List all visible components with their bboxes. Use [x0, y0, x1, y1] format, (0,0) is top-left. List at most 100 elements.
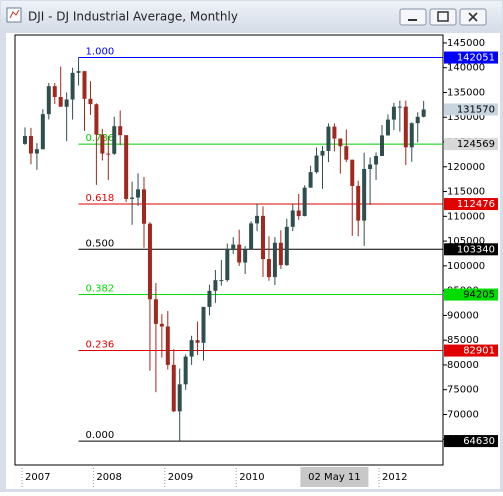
candle-body [207, 290, 212, 307]
fib-ratio-label: 0.236 [86, 340, 115, 351]
candle-body [385, 119, 390, 136]
price-label: 103340 [457, 244, 495, 255]
candle-body [308, 172, 313, 188]
candle-body [136, 189, 141, 198]
price-label: 124569 [457, 139, 495, 150]
minimize-button[interactable] [399, 8, 427, 26]
candle-body [82, 71, 87, 99]
candle-body [249, 223, 254, 250]
candle-body [177, 384, 182, 412]
candle-body [124, 135, 129, 199]
y-tick-label: 90000 [447, 310, 479, 321]
candle-body [23, 135, 27, 144]
candle-body [380, 135, 384, 156]
price-label-box [444, 243, 498, 256]
candle-body [88, 98, 93, 105]
candle-body [272, 242, 277, 278]
candle-body [421, 109, 426, 117]
window-title: DJI - DJ Industrial Average, Monthly [28, 10, 238, 24]
x-tick-label: 2008 [96, 472, 121, 483]
y-tick-label: 75000 [447, 385, 479, 396]
x-tick-label: 2007 [25, 472, 50, 483]
candle-body [374, 155, 379, 165]
candle-body [255, 215, 260, 224]
candle-body [147, 223, 152, 300]
candle-body [100, 134, 105, 154]
candle-body [284, 226, 289, 266]
fib-ratio-label: 0.618 [86, 193, 115, 204]
candle-body [344, 146, 349, 160]
crosshair-date-box [300, 467, 369, 487]
candle-body [237, 244, 242, 263]
candle-body [231, 244, 236, 249]
y-tick-label: 105000 [447, 236, 485, 247]
candle-body [213, 280, 218, 291]
candle-body [332, 126, 337, 139]
candle-body [130, 197, 135, 199]
price-label-box [444, 138, 498, 151]
candle-body [391, 106, 396, 120]
candle-body [261, 215, 265, 260]
y-tick-label: 140000 [447, 63, 485, 74]
candle-body [165, 326, 170, 365]
candle-body [409, 123, 414, 148]
candle-body [112, 126, 117, 154]
price-label: 142051 [457, 53, 495, 64]
y-tick-label: 135000 [447, 87, 485, 98]
close-button[interactable] [459, 8, 487, 26]
y-tick-label: 80000 [447, 360, 479, 371]
fib-ratio-label: 0.382 [86, 284, 115, 295]
price-label-box [444, 288, 498, 301]
candle-body [94, 104, 99, 135]
candle-body [356, 185, 361, 221]
x-tick-label: 2009 [168, 472, 193, 483]
price-label: 94205 [463, 290, 495, 301]
candle-body [64, 99, 69, 107]
y-tick-label: 110000 [447, 211, 485, 222]
candle-body [266, 259, 271, 278]
candle-body [70, 72, 75, 100]
y-tick-label: 130000 [447, 112, 485, 123]
candle-body [225, 248, 230, 281]
candle-body [46, 86, 51, 115]
candle-body [171, 364, 176, 412]
fib-ratio-label: 0.000 [86, 430, 115, 441]
candle-body [302, 187, 307, 217]
candle-body [362, 169, 367, 221]
window-icon [6, 7, 22, 23]
candle-body [76, 71, 81, 73]
y-tick-label: 115000 [447, 187, 485, 198]
candle-body [159, 323, 164, 327]
candle-body [34, 149, 39, 154]
current-price-box [444, 103, 498, 116]
candle-body [219, 280, 224, 282]
candle-body [189, 340, 194, 357]
candle-body [195, 340, 200, 343]
candle-body [243, 249, 248, 263]
candle-body [296, 210, 301, 217]
candle-body [350, 159, 355, 186]
price-label: 64630 [463, 436, 495, 447]
candle-body [52, 86, 57, 98]
crosshair-date-label: 02 May 11 [308, 472, 360, 483]
candle-body [106, 153, 111, 155]
candle-body [326, 126, 331, 151]
price-label-box [444, 51, 498, 64]
candle-body [183, 356, 188, 385]
candle-body [153, 299, 158, 324]
maximize-button[interactable] [429, 8, 457, 26]
candle-body [290, 210, 295, 227]
candle-body [278, 242, 283, 266]
candle-body [320, 150, 325, 156]
fib-ratio-label: 1.000 [86, 47, 115, 58]
candle-body [403, 106, 408, 148]
price-label: 82901 [463, 346, 495, 357]
candle-body [415, 116, 420, 124]
candle-body [368, 164, 373, 170]
candle-body [142, 189, 146, 224]
price-label-box [444, 198, 498, 211]
y-tick-label: 85000 [447, 335, 479, 346]
price-label-box [444, 344, 498, 357]
